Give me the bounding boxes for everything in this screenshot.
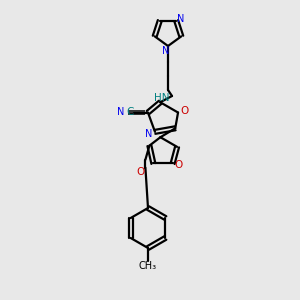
Text: O: O (136, 167, 145, 177)
Text: CH₃: CH₃ (139, 261, 157, 271)
Text: HN: HN (154, 93, 170, 103)
Text: N: N (176, 14, 184, 24)
Text: N: N (145, 129, 153, 139)
Text: O: O (180, 106, 188, 116)
Text: N: N (162, 46, 170, 56)
Text: N: N (117, 106, 125, 116)
Text: O: O (175, 160, 183, 170)
Text: C: C (126, 106, 134, 116)
